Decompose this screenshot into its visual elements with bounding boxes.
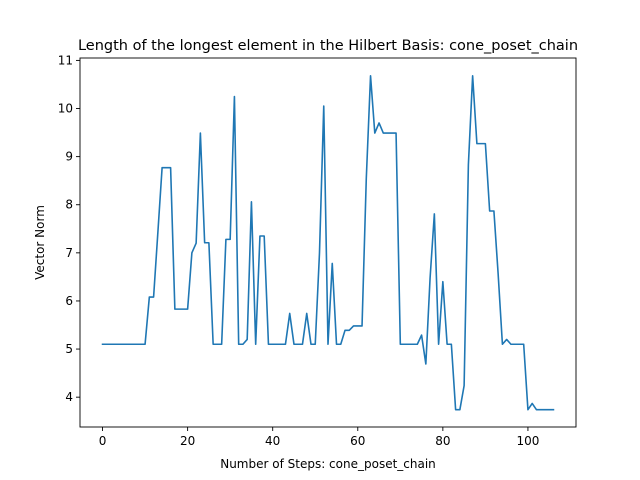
x-axis-ticks: 0 20 40 60 80 100 — [99, 427, 539, 448]
x-tick-label: 80 — [435, 434, 450, 448]
x-tick-label: 20 — [180, 434, 195, 448]
y-tick-label: 4 — [65, 390, 73, 404]
plot-background — [80, 58, 576, 427]
y-tick-label: 9 — [65, 150, 73, 164]
y-axis-label: Vector Norm — [33, 205, 47, 280]
chart-title: Length of the longest element in the Hil… — [78, 38, 578, 54]
y-tick-label: 6 — [65, 294, 73, 308]
x-tick-label: 60 — [350, 434, 365, 448]
series-group — [101, 75, 555, 411]
y-tick-label: 8 — [65, 198, 73, 212]
y-tick-label: 10 — [58, 102, 73, 116]
axes-frame — [79, 57, 577, 428]
y-tick-label: 7 — [65, 246, 73, 260]
y-axis-ticks: 4 5 6 7 8 9 10 11 — [58, 53, 80, 404]
y-tick-label: 11 — [58, 53, 73, 67]
x-tick-label: 100 — [516, 434, 539, 448]
x-tick-label: 0 — [99, 434, 107, 448]
y-tick-label: 5 — [65, 342, 73, 356]
x-tick-label: 40 — [265, 434, 280, 448]
plot-area: 0 20 40 60 80 100 4 5 6 7 8 9 10 11 — [58, 53, 577, 448]
x-axis-label: Number of Steps: cone_poset_chain — [220, 457, 436, 471]
